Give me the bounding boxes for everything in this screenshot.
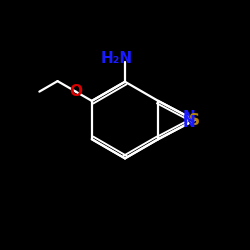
Text: N: N	[183, 110, 196, 125]
Text: H₂N: H₂N	[100, 52, 132, 66]
Text: N: N	[183, 115, 196, 130]
Text: O: O	[69, 84, 82, 99]
Text: S: S	[189, 112, 200, 128]
